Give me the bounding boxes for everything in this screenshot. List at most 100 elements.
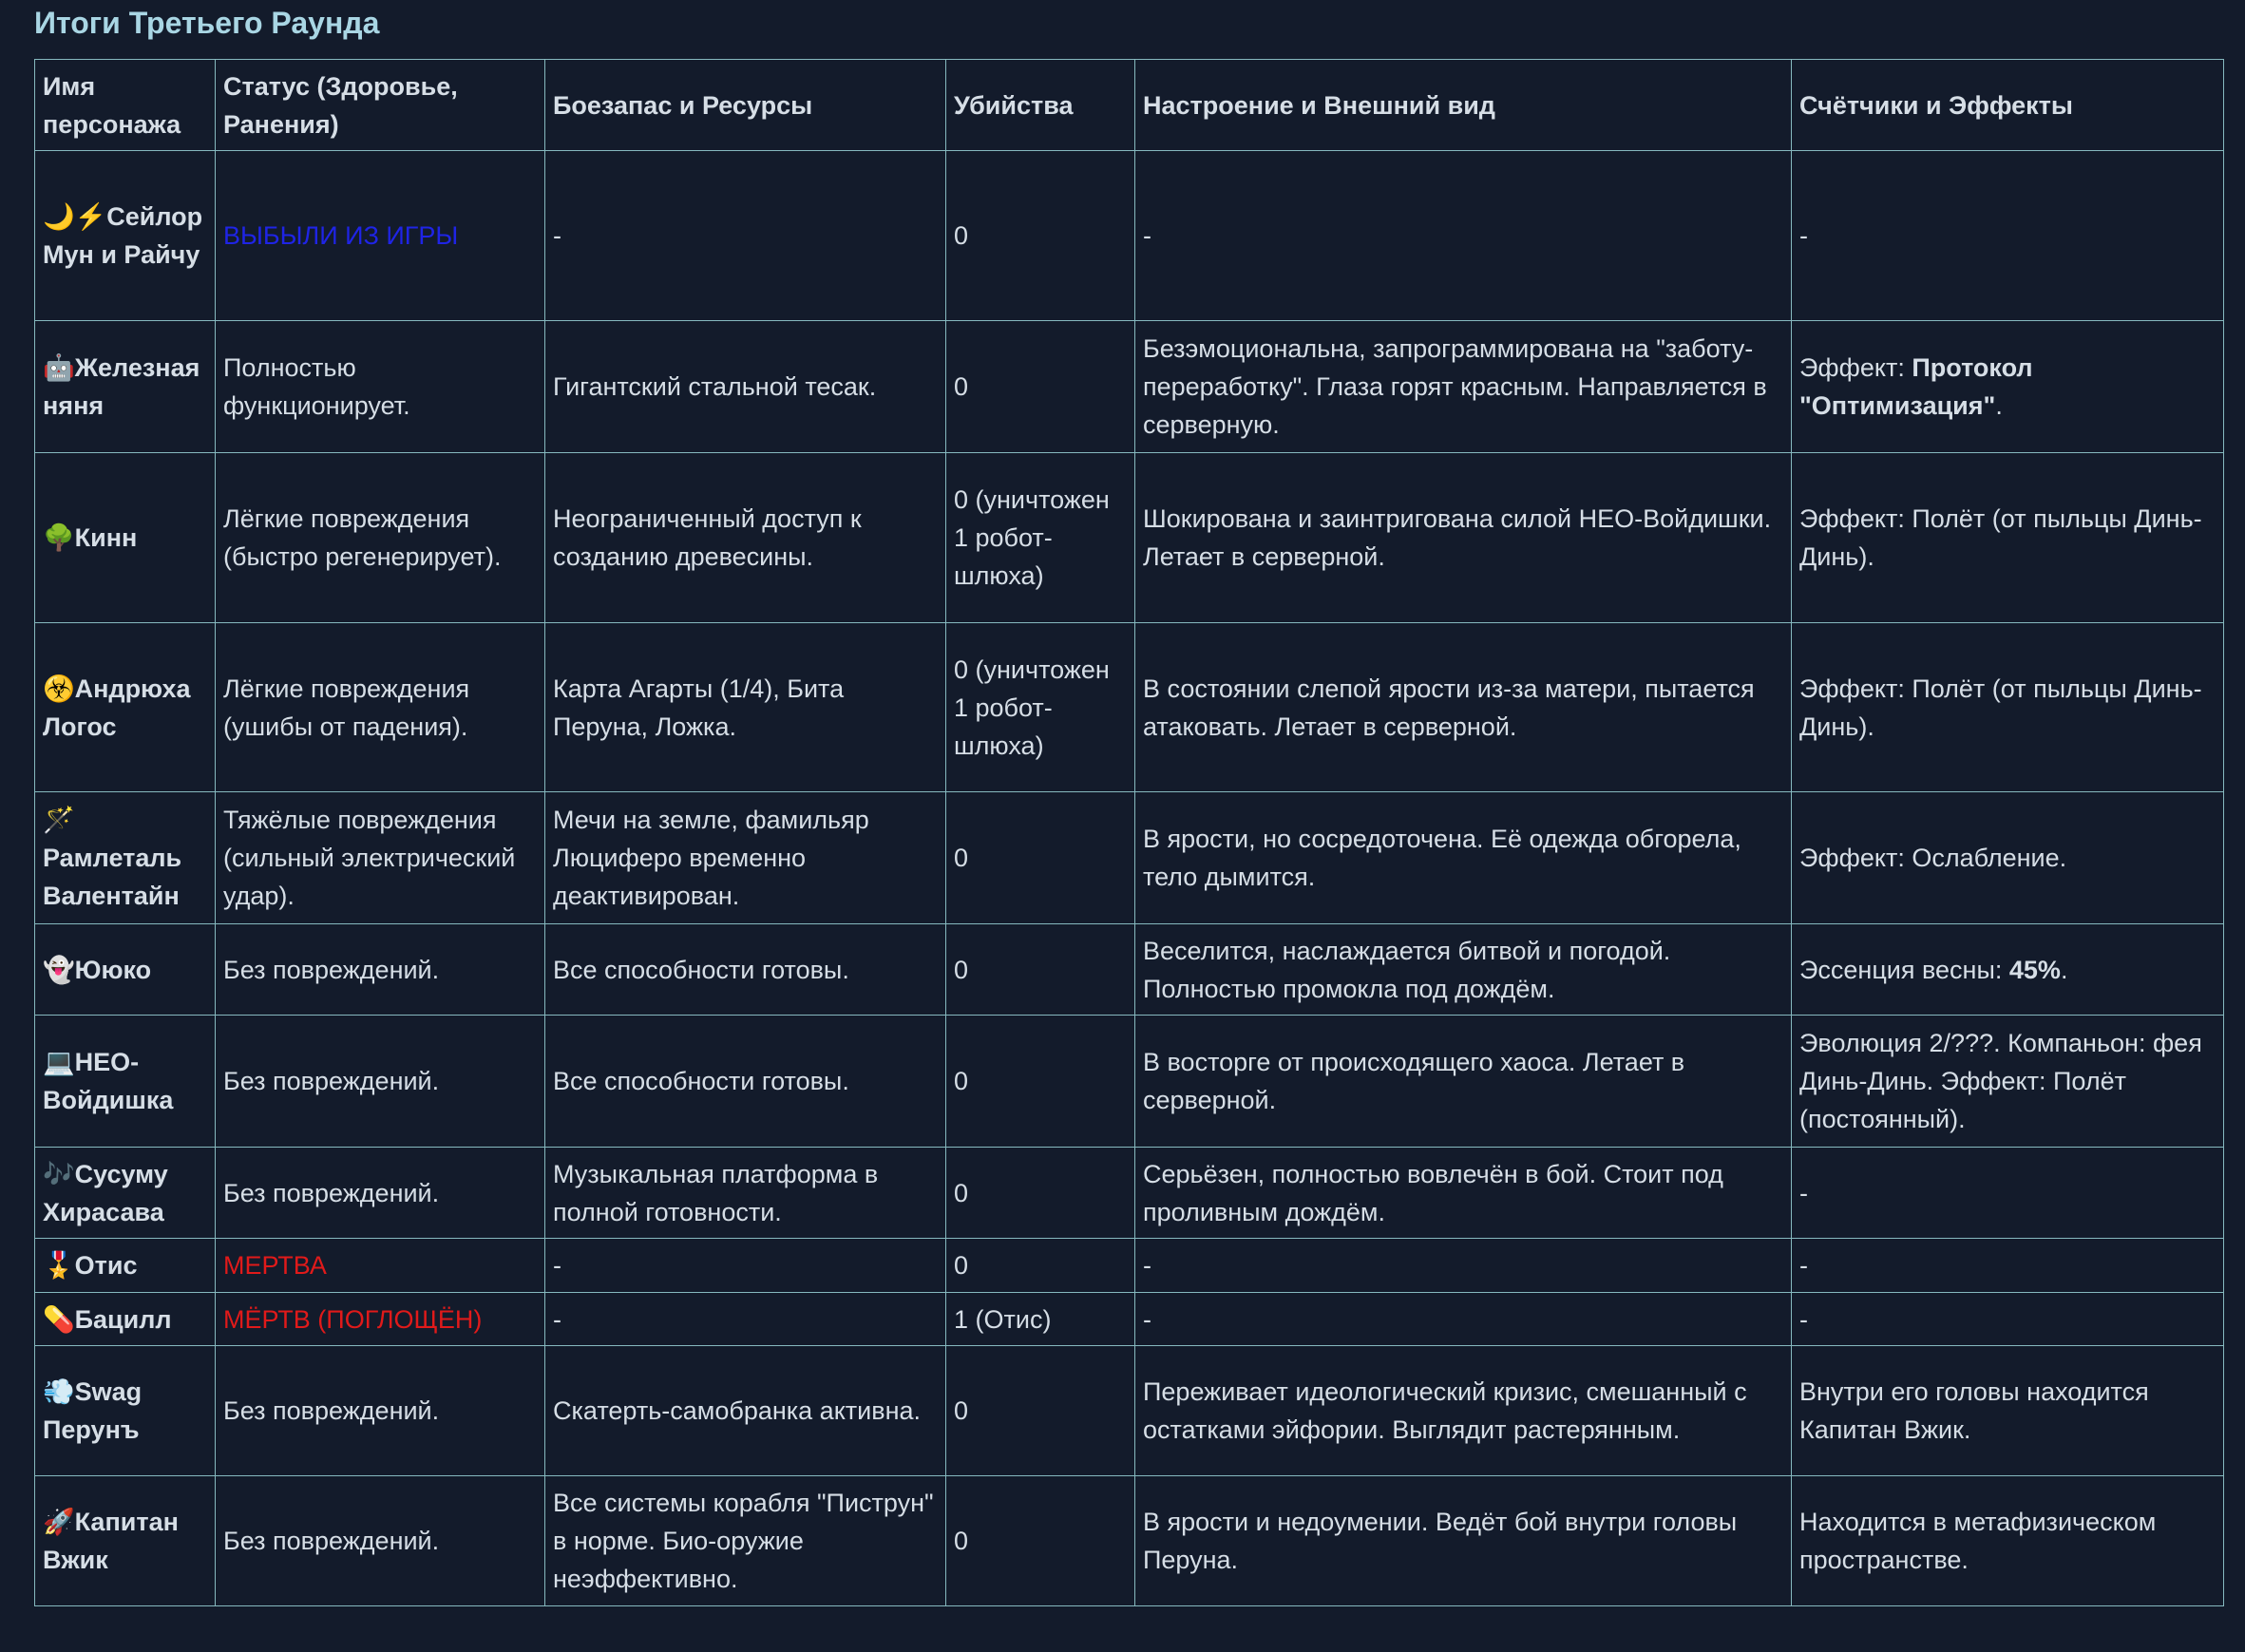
table-cell: 0 — [945, 1238, 1135, 1293]
table-cell: Эффект: Полёт (от пыльцы Динь-Динь). — [1791, 452, 2224, 623]
table-row: ☣️Андрюха Логос Лёгкие повреждения (ушибы… — [34, 622, 2224, 792]
table-cell: Веселится, наслаждается битвой и погодой… — [1134, 923, 1792, 1016]
column-header: Статус (Здоровье, Ранения) — [215, 59, 545, 151]
table-cell: Без повреждений. — [215, 1147, 545, 1239]
character-name: 🤖Железная няня — [34, 320, 216, 453]
table-cell: Без повреждений. — [215, 923, 545, 1016]
table-cell: 0 — [945, 320, 1135, 453]
table-cell: - — [544, 1238, 946, 1293]
table-cell: - — [1791, 1292, 2224, 1346]
table-cell: - — [1791, 1238, 2224, 1293]
character-name: 🪄Рамлеталь Валентайн — [34, 791, 216, 924]
table-cell: Серьёзен, полностью вовлечён в бой. Стои… — [1134, 1147, 1792, 1239]
table-cell: МЕРТВА — [215, 1238, 545, 1293]
cell-text: Эффект: — [1799, 353, 1912, 382]
table-cell: Гигантский стальной тесак. — [544, 320, 946, 453]
table-row: 💊Бацилл МЁРТВ (ПОГЛОЩЁН) -1 (Отис) - - — [34, 1292, 2224, 1346]
table-cell: Все способности готовы. — [544, 923, 946, 1016]
table-cell: - — [1134, 1238, 1792, 1293]
table-cell: Без повреждений. — [215, 1345, 545, 1476]
table-cell: В ярости, но сосредоточена. Её одежда об… — [1134, 791, 1792, 924]
table-cell: 0 — [945, 150, 1135, 321]
table-body: 🌙⚡Сейлор Мун и Райчу ВЫБЫЛИ ИЗ ИГРЫ -0- - 🤖Ж… — [34, 150, 2224, 1606]
table-row: 💻НЕО-Войдишка Без повреждений. Все способн… — [34, 1015, 2224, 1148]
table-cell: Эффект: Ослабление. — [1791, 791, 2224, 924]
cell-text: ВЫБЫЛИ ИЗ ИГРЫ — [223, 221, 459, 250]
table-cell: - — [544, 150, 946, 321]
table-cell: 0 (уничтожен 1 робот-шлюха) — [945, 622, 1135, 792]
table-cell: Эффект: Полёт (от пыльцы Динь-Динь). — [1791, 622, 2224, 792]
table-cell: 1 (Отис) — [945, 1292, 1135, 1346]
character-name: 🌳Кинн — [34, 452, 216, 623]
table-cell: ВЫБЫЛИ ИЗ ИГРЫ — [215, 150, 545, 321]
character-name: ☣️Андрюха Логос — [34, 622, 216, 792]
table-cell: Переживает идеологический кризис, смешан… — [1134, 1345, 1792, 1476]
column-header: Имя персонажа — [34, 59, 216, 151]
table-cell: Лёгкие повреждения (ушибы от падения). — [215, 622, 545, 792]
table-cell: Без повреждений. — [215, 1015, 545, 1148]
table-cell: 0 — [945, 1345, 1135, 1476]
character-name: 💻НЕО-Войдишка — [34, 1015, 216, 1148]
header-row: Имя персонажа Статус (Здоровье, Ранения) Б… — [34, 59, 2224, 151]
table-cell: Безэмоциональна, запрограммирована на "з… — [1134, 320, 1792, 453]
table-cell: - — [1134, 1292, 1792, 1346]
cell-text: МЁРТВ (ПОГЛОЩЁН) — [223, 1304, 483, 1334]
table-cell: Все способности готовы. — [544, 1015, 946, 1148]
cell-text: . — [2060, 955, 2068, 984]
table-row: 🤖Железная няня Полностью функционирует. Ги… — [34, 320, 2224, 453]
results-table: Имя персонажа Статус (Здоровье, Ранения) Б… — [34, 59, 2224, 1606]
cell-text: . — [1995, 391, 2003, 420]
table-cell: 0 — [945, 1147, 1135, 1239]
table-cell: Мечи на земле, фамильяр Люциферо временн… — [544, 791, 946, 924]
cell-text: Протокол "Оптимизация" — [1799, 353, 2033, 420]
table-cell: Скатерть-самобранка активна. — [544, 1345, 946, 1476]
cell-text: 45% — [2008, 955, 2061, 984]
table-cell: - — [544, 1292, 946, 1346]
table-cell: В состоянии слепой ярости из-за матери, … — [1134, 622, 1792, 792]
table-cell: 0 — [945, 1475, 1135, 1606]
table-cell: Шокирована и заинтригована силой НЕО-Вой… — [1134, 452, 1792, 623]
table-cell: 0 — [945, 1015, 1135, 1148]
table-cell: Эссенция весны: 45%. — [1791, 923, 2224, 1016]
column-header: Счётчики и Эффекты — [1791, 59, 2224, 151]
table-cell: Тяжёлые повреждения (сильный электрическ… — [215, 791, 545, 924]
character-name: 🎖️Отис — [34, 1238, 216, 1293]
table-row: 👻Ююко Без повреждений. Все способности гот… — [34, 923, 2224, 1016]
table-row: 🎖️Отис МЕРТВА -0- - — [34, 1238, 2224, 1293]
character-name: 💊Бацилл — [34, 1292, 216, 1346]
cell-text: МЕРТВА — [223, 1251, 327, 1280]
table-cell: В ярости и недоумении. Ведёт бой внутри … — [1134, 1475, 1792, 1606]
table-row: 🎶Сусуму Хирасава Без повреждений. Музыкаль… — [34, 1147, 2224, 1239]
table-cell: 0 — [945, 791, 1135, 924]
character-name: 🚀Капитан Вжик — [34, 1475, 216, 1606]
table-cell: Все системы корабля "Пиструн" в норме. Б… — [544, 1475, 946, 1606]
table-cell: Без повреждений. — [215, 1475, 545, 1606]
table-row: 💨Swag Перунъ Без повреждений. Скатерть-сам… — [34, 1345, 2224, 1476]
table-cell: Находится в метафизическом пространстве. — [1791, 1475, 2224, 1606]
table-cell: Лёгкие повреждения (быстро регенерирует)… — [215, 452, 545, 623]
column-header: Убийства — [945, 59, 1135, 151]
table-row: 🌙⚡Сейлор Мун и Райчу ВЫБЫЛИ ИЗ ИГРЫ -0- - — [34, 150, 2224, 321]
table-cell: Карта Агарты (1/4), Бита Перуна, Ложка. — [544, 622, 946, 792]
table-cell: - — [1791, 1147, 2224, 1239]
table-cell: - — [1791, 150, 2224, 321]
table-cell: Полностью функционирует. — [215, 320, 545, 453]
cell-text: Эссенция весны: — [1799, 955, 2009, 984]
table-row: 🪄Рамлеталь Валентайн Тяжёлые повреждения … — [34, 791, 2224, 924]
page-title: Итоги Третьего Раунда — [34, 6, 380, 40]
table-cell: В восторге от происходящего хаоса. Летае… — [1134, 1015, 1792, 1148]
table-row: 🌳Кинн Лёгкие повреждения (быстро регенери… — [34, 452, 2224, 623]
column-header: Боезапас и Ресурсы — [544, 59, 946, 151]
table-cell: Эволюция 2/???. Компаньон: фея Динь-Динь… — [1791, 1015, 2224, 1148]
table-row: 🚀Капитан Вжик Без повреждений. Все системы… — [34, 1475, 2224, 1606]
character-name: 💨Swag Перунъ — [34, 1345, 216, 1476]
table-cell: Внутри его головы находится Капитан Вжик… — [1791, 1345, 2224, 1476]
table-cell: Музыкальная платформа в полной готовност… — [544, 1147, 946, 1239]
character-name: 🌙⚡Сейлор Мун и Райчу — [34, 150, 216, 321]
character-name: 🎶Сусуму Хирасава — [34, 1147, 216, 1239]
table-cell: Эффект: Протокол "Оптимизация". — [1791, 320, 2224, 453]
table-cell: Неограниченный доступ к созданию древеси… — [544, 452, 946, 623]
table-cell: - — [1134, 150, 1792, 321]
column-header: Настроение и Внешний вид — [1134, 59, 1792, 151]
